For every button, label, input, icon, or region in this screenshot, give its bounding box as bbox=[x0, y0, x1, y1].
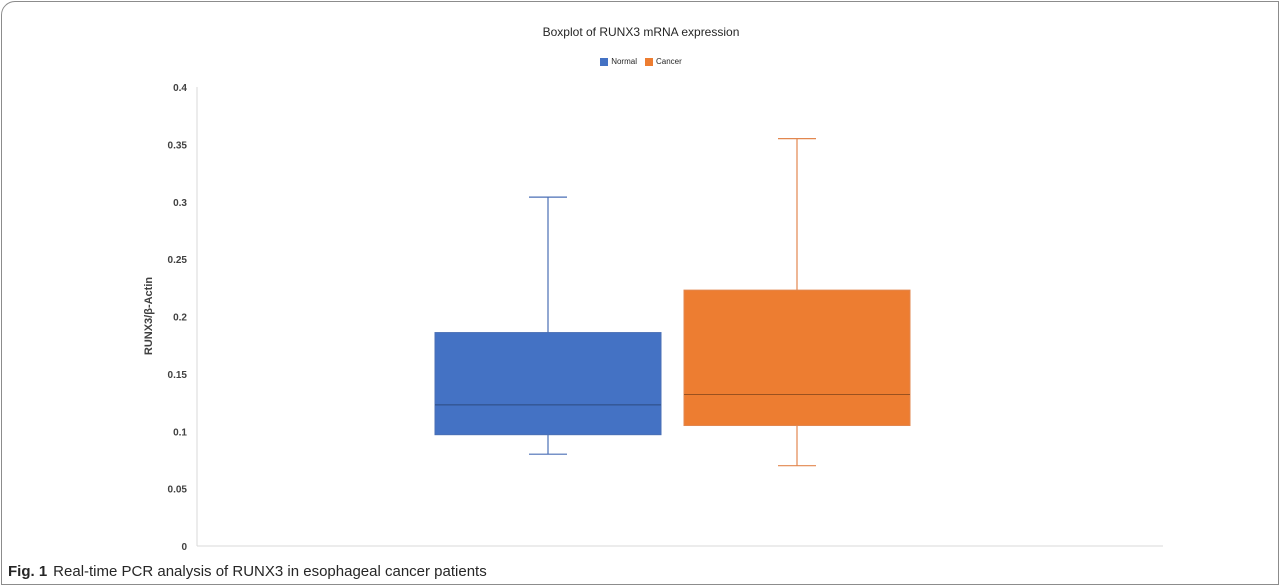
y-tick-label: 0.15 bbox=[168, 370, 188, 381]
y-tick-label: 0.2 bbox=[173, 313, 187, 324]
figure-caption: Fig. 1 Real-time PCR analysis of RUNX3 in… bbox=[8, 563, 487, 580]
y-tick-label: 0.25 bbox=[168, 255, 188, 266]
y-tick-label: 0.4 bbox=[173, 83, 187, 94]
y-tick-label: 0.35 bbox=[168, 140, 188, 151]
legend-swatch-cancer bbox=[644, 57, 653, 66]
y-tick-label: 0 bbox=[181, 542, 187, 553]
legend-label-cancer: Cancer bbox=[655, 57, 682, 66]
legend-item-normal: Normal bbox=[600, 57, 637, 66]
chart-title: Boxplot of RUNX3 mRNA expression bbox=[542, 25, 740, 39]
y-tick-label: 0.1 bbox=[173, 427, 187, 438]
legend-label-normal: Normal bbox=[611, 57, 637, 66]
box-normal bbox=[434, 332, 662, 436]
y-tick-label: 0.3 bbox=[173, 198, 187, 209]
legend: Normal Cancer bbox=[0, 57, 1282, 66]
caption-text: Real-time PCR analysis of RUNX3 in esoph… bbox=[53, 563, 487, 580]
caption-label: Fig. 1 bbox=[8, 563, 48, 580]
y-tick-label: 0.05 bbox=[168, 485, 188, 496]
legend-swatch-normal bbox=[600, 57, 609, 66]
y-axis-label: RUNX3/β-Actin bbox=[143, 277, 155, 356]
box-cancer bbox=[683, 289, 911, 427]
legend-item-cancer: Cancer bbox=[644, 57, 682, 66]
